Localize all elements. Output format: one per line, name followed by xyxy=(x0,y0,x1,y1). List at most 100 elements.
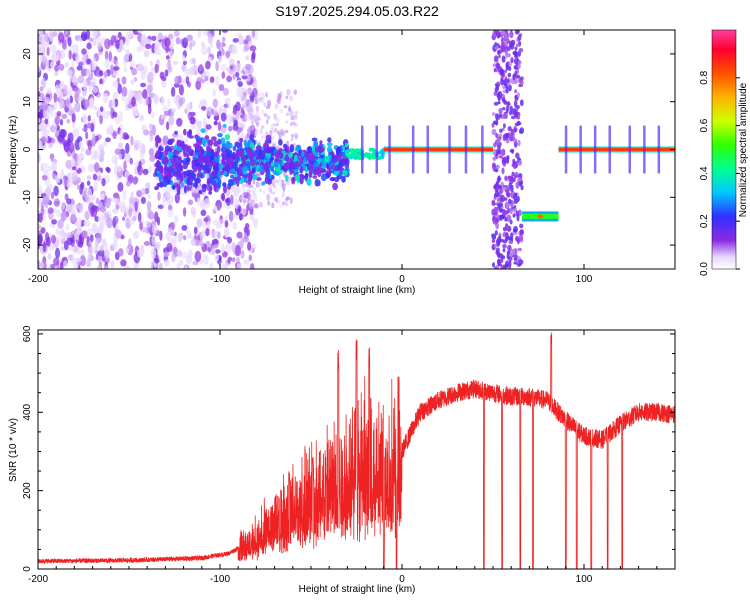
noise-blob xyxy=(209,76,215,83)
signal-blob xyxy=(317,158,322,164)
signal-blob xyxy=(319,140,323,145)
noise-blob xyxy=(259,128,264,135)
noise-blob xyxy=(76,216,82,227)
signal-blob xyxy=(314,166,319,173)
noise-blob xyxy=(80,249,85,256)
signal-blob xyxy=(247,146,252,155)
noise-blob xyxy=(140,69,146,80)
noise-blob xyxy=(124,35,130,47)
signal-blob xyxy=(157,137,162,144)
interference-blob xyxy=(492,156,497,161)
signal-blob xyxy=(198,190,203,195)
noise-blob xyxy=(154,258,160,264)
noise-blob xyxy=(53,185,59,197)
signal-blob xyxy=(195,151,199,156)
noise-blob xyxy=(241,122,246,130)
spectrogram-x-ticks: -200 -100 0 100 xyxy=(28,30,593,285)
noise-blob xyxy=(186,254,192,265)
colorbar-label: Normalized spectral amplitude xyxy=(738,82,749,217)
noise-blob xyxy=(190,124,197,130)
interference-blob xyxy=(500,238,504,243)
signal-blob xyxy=(167,179,171,184)
sidelobe-streak xyxy=(643,125,646,174)
noise-blob xyxy=(54,64,59,72)
signal-blob xyxy=(204,135,210,141)
noise-blob xyxy=(127,103,134,109)
noise-blob xyxy=(184,66,189,77)
sidelobe-streak xyxy=(388,125,391,174)
interference-blob xyxy=(512,213,516,218)
noise-blob xyxy=(178,97,184,107)
signal-blob xyxy=(177,183,181,192)
noise-blob xyxy=(250,194,254,198)
signal-blob xyxy=(306,164,312,171)
noise-blob xyxy=(81,48,87,55)
signal-blob xyxy=(176,164,182,173)
interference-blob xyxy=(513,207,518,213)
noise-blob xyxy=(77,177,81,184)
noise-blob xyxy=(217,204,221,212)
signal-blob xyxy=(217,138,222,145)
noise-blob xyxy=(85,148,92,156)
noise-blob xyxy=(59,82,64,90)
noise-blob xyxy=(68,254,73,261)
noise-blob xyxy=(161,96,165,106)
noise-blob xyxy=(115,115,121,125)
noise-blob xyxy=(251,124,256,130)
noise-blob xyxy=(51,219,57,225)
signal-blob xyxy=(304,166,308,173)
noise-blob xyxy=(151,234,156,246)
noise-blob xyxy=(163,251,170,258)
noise-blob xyxy=(241,74,248,80)
noise-blob xyxy=(76,203,83,211)
interference-blob xyxy=(513,198,519,204)
interference-blob xyxy=(497,96,501,102)
noise-blob xyxy=(120,259,127,267)
interference-blob xyxy=(499,68,505,74)
interference-blob xyxy=(514,30,520,35)
noise-blob xyxy=(55,247,60,259)
noise-blob xyxy=(111,197,118,203)
noise-blob xyxy=(50,61,54,69)
interference-blob xyxy=(506,250,511,255)
noise-blob xyxy=(250,263,255,269)
noise-blob xyxy=(66,232,73,239)
signal-blob xyxy=(318,143,323,151)
interference-blob xyxy=(491,200,496,204)
noise-blob xyxy=(104,50,109,61)
sidelobe-streak xyxy=(426,125,429,174)
signal-blob xyxy=(228,179,234,187)
noise-blob xyxy=(97,42,103,51)
signal-blob xyxy=(228,153,234,158)
noise-blob xyxy=(112,80,119,88)
noise-blob xyxy=(162,197,166,209)
noise-blob xyxy=(104,58,110,69)
interference-blob xyxy=(507,84,512,92)
signal-blob xyxy=(172,185,176,190)
signal-blob xyxy=(167,138,172,145)
signal-blob xyxy=(294,160,300,166)
noise-blob xyxy=(61,201,65,211)
interference-blob xyxy=(518,181,523,187)
signal-blob xyxy=(294,154,298,161)
noise-blob xyxy=(203,254,209,265)
noise-blob xyxy=(235,71,240,78)
interference-blob xyxy=(502,107,506,111)
noise-blob xyxy=(85,197,91,204)
interference-blob xyxy=(517,247,522,252)
noise-blob xyxy=(232,73,236,80)
shifted-line-peak xyxy=(537,214,544,219)
noise-blob xyxy=(250,92,253,97)
noise-blob xyxy=(100,106,104,112)
noise-blob xyxy=(211,238,219,245)
noise-blob xyxy=(184,136,189,144)
noise-blob xyxy=(92,86,98,94)
signal-blob xyxy=(225,148,230,156)
y-tick-label: 400 xyxy=(22,403,33,420)
noise-blob xyxy=(103,241,108,250)
signal-blob xyxy=(206,151,212,157)
noise-blob xyxy=(125,49,131,58)
signal-blob xyxy=(353,155,358,160)
noise-blob xyxy=(142,124,147,131)
noise-blob xyxy=(72,127,80,138)
